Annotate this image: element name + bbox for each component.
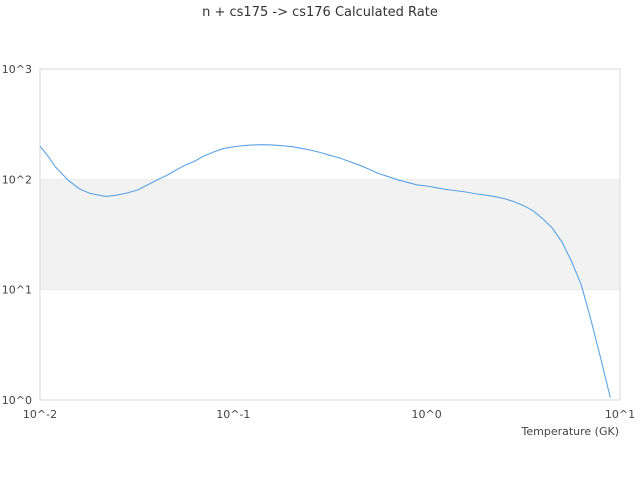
chart-title: n + cs175 -> cs176 Calculated Rate (202, 5, 438, 20)
x-axis-ticks: 10^-2 10^-1 10^0 10^1 (23, 408, 635, 421)
plot-frame (39, 68, 621, 401)
y-axis-ticks: 10^0 10^1 10^2 10^3 (2, 63, 32, 407)
x-tick-label: 10^-1 (216, 408, 250, 421)
grid-band (40, 69, 620, 180)
x-tick-label: 10^-2 (23, 408, 57, 421)
series-group (39, 144, 611, 398)
x-axis-label: Temperature (GK) (521, 425, 620, 438)
y-tick-label: 10^0 (2, 394, 32, 407)
grid-band (40, 179, 620, 290)
x-tick-label: 10^0 (412, 408, 442, 421)
grid-bands (40, 68, 620, 400)
y-tick-label: 10^3 (2, 63, 32, 76)
grid-band (40, 289, 620, 400)
series-line (39, 144, 611, 398)
y-tick-label: 10^2 (2, 173, 32, 186)
y-tick-label: 10^1 (2, 284, 32, 297)
x-tick-label: 10^1 (605, 408, 635, 421)
